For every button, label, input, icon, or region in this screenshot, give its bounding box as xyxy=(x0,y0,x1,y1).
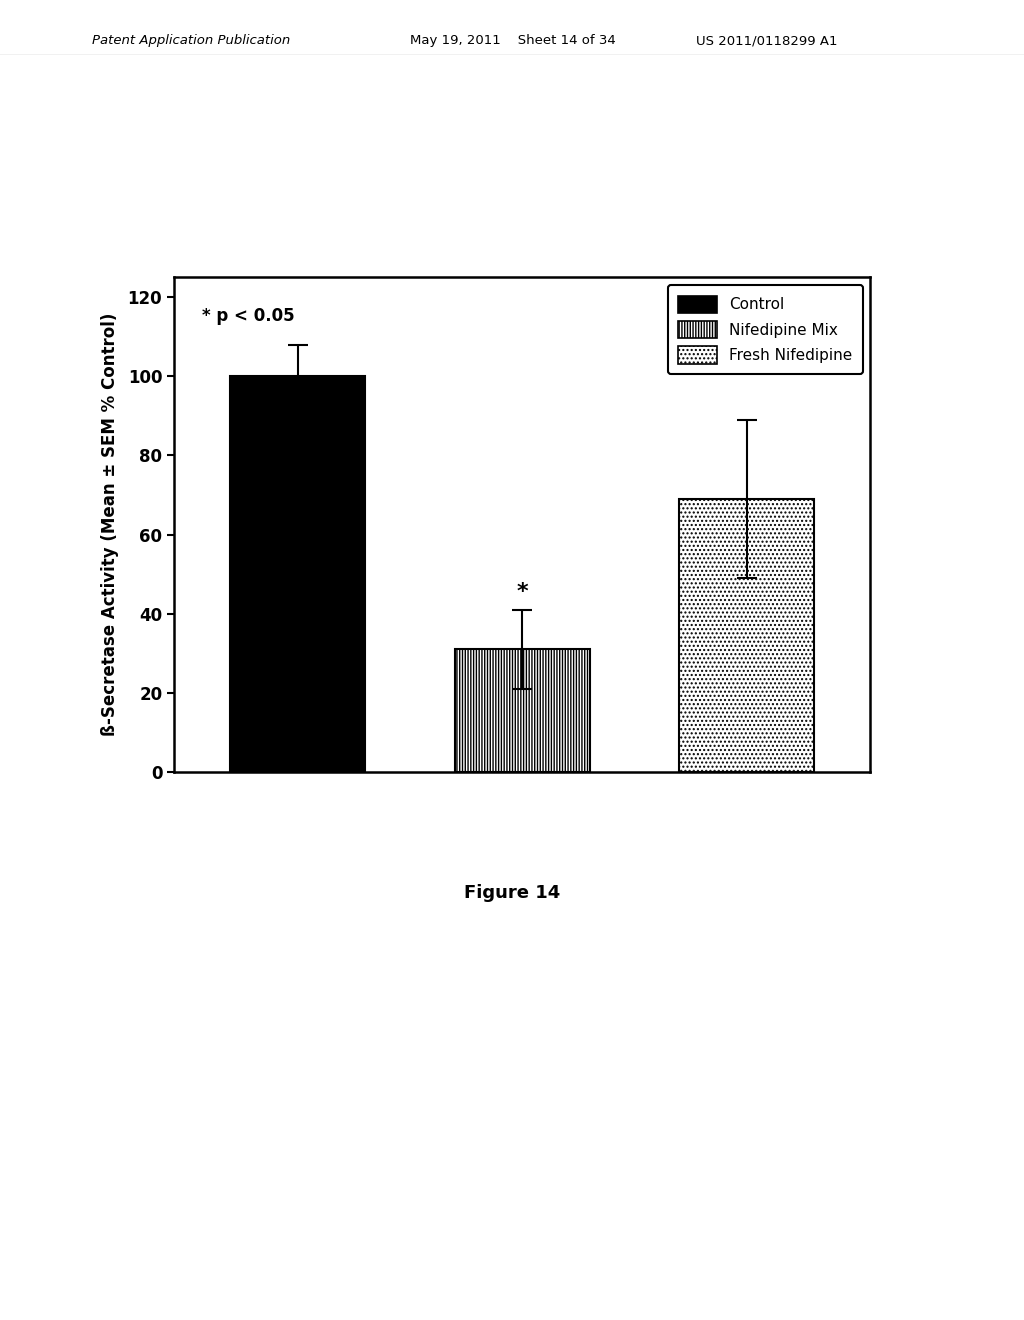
Text: May 19, 2011    Sheet 14 of 34: May 19, 2011 Sheet 14 of 34 xyxy=(410,34,615,48)
Text: Patent Application Publication: Patent Application Publication xyxy=(92,34,291,48)
Y-axis label: ß-Secretase Activity (Mean ± SEM % Control): ß-Secretase Activity (Mean ± SEM % Contr… xyxy=(101,313,120,737)
Bar xyxy=(230,376,365,772)
Text: *: * xyxy=(516,582,528,602)
Text: Figure 14: Figure 14 xyxy=(464,883,560,902)
Bar xyxy=(680,499,814,772)
Legend: Control, Nifedipine Mix, Fresh Nifedipine: Control, Nifedipine Mix, Fresh Nifedipin… xyxy=(668,285,863,375)
Text: US 2011/0118299 A1: US 2011/0118299 A1 xyxy=(696,34,838,48)
Bar xyxy=(455,649,590,772)
Text: * p < 0.05: * p < 0.05 xyxy=(202,308,295,325)
